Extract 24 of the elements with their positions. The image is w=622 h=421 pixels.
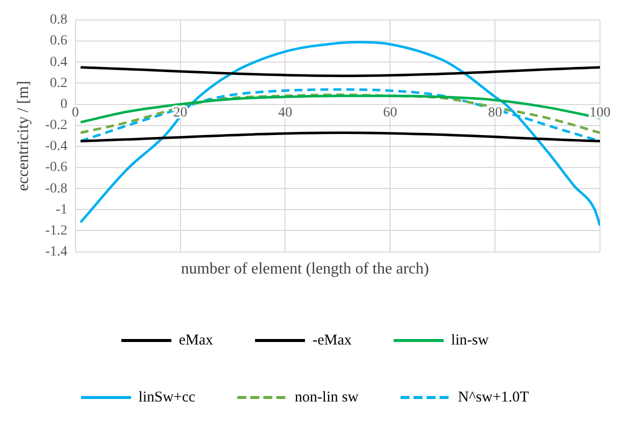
y-tick-label: 0.4 (50, 54, 68, 70)
legend-label: -eMax (312, 332, 352, 348)
y-tick-label: -0.6 (45, 160, 68, 176)
y-tick-label: -1 (56, 202, 68, 218)
y-tick-label: -1.2 (45, 223, 68, 238)
x-tick-label: 80 (488, 105, 502, 120)
y-tick-label: -0.2 (45, 118, 68, 134)
y-tick-label: 0.8 (50, 12, 68, 28)
y-tick-label: 0.2 (50, 76, 68, 91)
legend-label: non-lin sw (294, 389, 359, 406)
x-tick-label: 40 (278, 105, 292, 120)
x-axis-title: number of element (length of the arch) (181, 260, 429, 278)
y-tick-label: 0.6 (50, 34, 68, 49)
y-tick-label: -1.4 (45, 244, 68, 260)
y-tick-label: -0.4 (45, 139, 68, 154)
x-tick-label: 0 (72, 105, 79, 120)
legend-label: eMax (178, 332, 214, 348)
y-tick-label: -0.8 (45, 181, 68, 196)
x-tick-label: 100 (590, 105, 610, 120)
legend-label: N^sw+1.0T (458, 389, 529, 406)
legend-label: lin-sw (451, 332, 489, 348)
legend-label: linSw+cc (138, 389, 196, 406)
y-axis-title: eccentricity / [m] (14, 80, 32, 191)
x-tick-label: 60 (383, 105, 398, 120)
